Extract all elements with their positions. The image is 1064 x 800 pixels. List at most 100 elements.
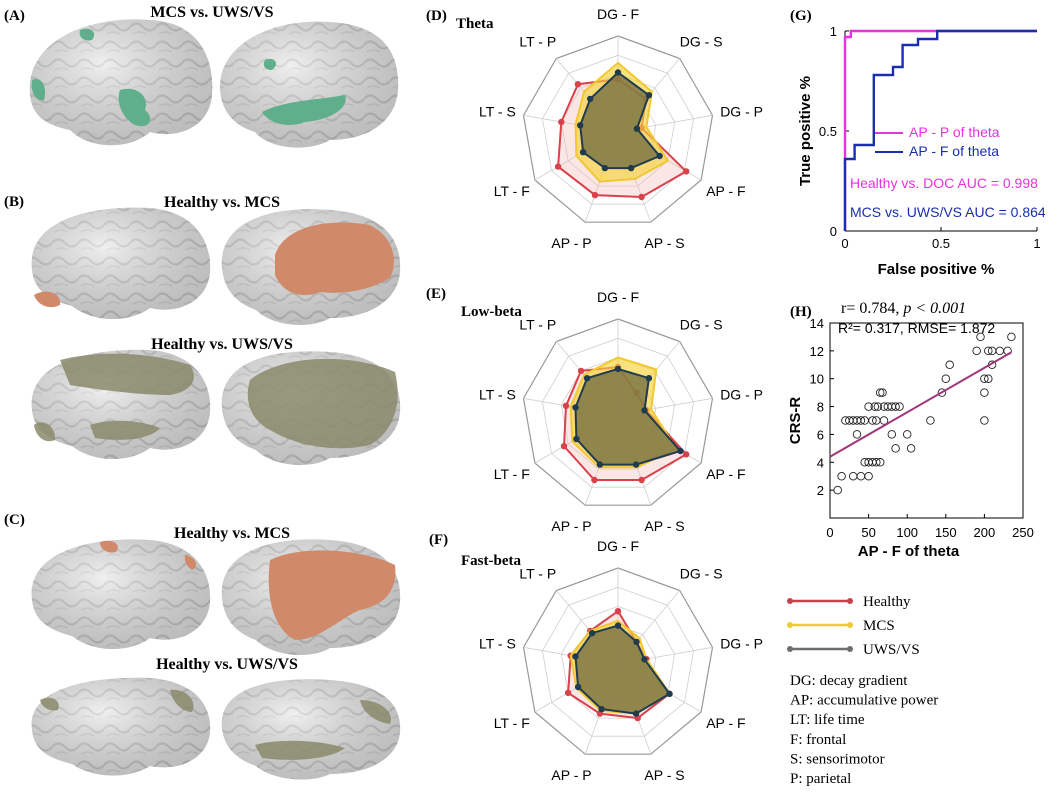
legend-abbreviation: DG: decay gradient — [790, 673, 908, 689]
scatter-point — [887, 430, 897, 439]
radar-low-beta: DG - F DG - S DG - P AP - F AP - S AP - P LT -… — [479, 289, 763, 534]
scatter-point — [976, 332, 985, 342]
scatter-x-label: AP - F of theta — [858, 543, 960, 560]
legend-label-mcs: MCS — [863, 618, 895, 634]
radar-point-uws-vs — [587, 95, 594, 103]
brain-b2-left-region-2 — [90, 420, 160, 440]
radar-axis-label: LT - F — [494, 466, 530, 482]
panel-label-e: (E) — [426, 286, 446, 302]
legend-marker-uws-vs — [847, 646, 853, 652]
radar-point-uws-vs — [583, 375, 591, 382]
panel-c-title-1: Healthy vs. MCS — [174, 525, 290, 542]
panel-a-title: MCS vs. UWS/VS — [150, 4, 273, 21]
radar-point-uws-vs — [641, 407, 648, 414]
brain-c1-right — [221, 539, 401, 655]
scatter-point — [872, 458, 881, 467]
radar-axis-label: AP - P — [551, 767, 591, 783]
scatter-point — [995, 346, 1005, 356]
scatter-point — [868, 416, 877, 425]
scatter-point — [980, 374, 989, 383]
radar-axis-label: LT - P — [519, 34, 556, 50]
scatter-point — [875, 458, 885, 467]
panel-label-b: (B) — [4, 194, 24, 210]
brain-a-right-region-1 — [262, 95, 346, 125]
radar-axis-label: DG - F — [597, 6, 639, 22]
brain-c1-left-region-1 — [100, 540, 118, 553]
scatter-point — [878, 388, 887, 397]
radar-point-healthy — [638, 193, 645, 201]
radar-point-uws-vs — [645, 92, 653, 99]
brain-a-right-region-2 — [263, 58, 276, 70]
roc-line-ap-p-of-theta — [843, 29, 1037, 231]
radar-point-uws-vs — [573, 435, 580, 443]
scatter-fit-line — [829, 351, 1012, 458]
radar-point-uws-vs — [577, 122, 584, 129]
radar-point-healthy — [577, 367, 585, 375]
scatter-point — [856, 416, 866, 425]
legend-marker-healthy — [787, 598, 793, 604]
panel-label-c: (C) — [4, 512, 25, 528]
scatter-point — [972, 346, 981, 356]
radar-point-uws-vs — [633, 125, 641, 132]
radar-point-healthy — [560, 443, 568, 450]
brain-c1-left — [31, 539, 211, 650]
scatter-point — [895, 402, 904, 411]
radar-grid-ring — [522, 318, 714, 506]
scatter-point — [852, 430, 862, 439]
scatter-point — [864, 471, 873, 481]
brain-a-left-region-3 — [79, 28, 95, 41]
radar-grid-ring — [560, 73, 676, 187]
radar-point-healthy — [683, 168, 690, 175]
brain-c2-right-region-1 — [255, 740, 345, 760]
legend-marker-uws-vs — [787, 646, 793, 652]
panel-label-a: (A) — [4, 8, 25, 24]
legend-marker-mcs — [847, 622, 853, 628]
legend-abbreviation: P: parietal — [790, 771, 851, 787]
brain-a-left-region-1 — [118, 88, 151, 127]
roc-x-label: False positive % — [878, 261, 995, 278]
scatter-chart: 0 50 100 150 200 250 2 4 6 8 10 12 14 AP - F of theta… — [787, 300, 1034, 560]
legend-abbreviation: LT: life time — [790, 712, 865, 728]
roc-legend-label: AP - P of theta — [909, 124, 1000, 140]
radar-fast-beta: DG - F DG - S DG - P AP - F AP - S AP - P LT -… — [479, 538, 763, 783]
radar-point-healthy — [683, 451, 690, 458]
radar-point-uws-vs — [656, 152, 663, 160]
radar-axis-label: DG - F — [597, 289, 639, 305]
panel-b-title-1: Healthy vs. MCS — [164, 194, 280, 211]
brain-c2-left-region-2 — [170, 689, 194, 712]
radar-axis-label: DG - S — [680, 34, 723, 50]
scatter-y-tick-label: 4 — [817, 455, 824, 470]
roc-x-tick-label: 0.5 — [932, 236, 950, 251]
radar-point-healthy — [562, 402, 570, 409]
scatter-y-tick-label: 8 — [817, 400, 824, 415]
roc-y-tick-label: 1 — [830, 24, 837, 39]
scatter-stat-p: p < 0.001 — [902, 300, 966, 317]
radar-axis-label: LT - S — [479, 387, 516, 403]
scatter-point — [891, 444, 900, 453]
legend-label-healthy: Healthy — [863, 594, 911, 610]
radar-axis-label: AP - F — [706, 183, 745, 199]
panel-c-title-2: Healthy vs. UWS/VS — [156, 656, 298, 673]
radar-series-uws-vs — [579, 71, 662, 170]
radar-grid-ring — [522, 35, 714, 223]
radar-axis-label: DG - P — [720, 636, 763, 652]
panel-f-title: Fast-beta — [461, 553, 521, 569]
brain-b2-left-region-3 — [34, 422, 56, 442]
radar-grid-ring — [560, 356, 676, 470]
radar-axis-label: AP - S — [644, 518, 684, 534]
roc-auc-annotation: Healthy vs. DOC AUC = 0.998 — [850, 175, 1038, 191]
scatter-stat-r: r= 0.784, p < 0.001 — [841, 300, 966, 317]
radar-point-uws-vs — [598, 705, 605, 713]
radar-point-uws-vs — [579, 149, 587, 156]
legend-abbreviation: S: sensorimotor — [790, 751, 885, 767]
legend-abbreviation: F: frontal — [790, 732, 846, 748]
brain-b2-right — [221, 351, 401, 465]
radar-axis-label: LT - P — [519, 566, 556, 582]
panel-a: (A) MCS vs. UWS/VS — [4, 4, 399, 148]
brain-c1-left-region-2 — [184, 555, 196, 570]
brain-a-left-region-2 — [31, 79, 46, 101]
panel-label-d: (D) — [426, 8, 447, 24]
radar-point-uws-vs — [572, 653, 579, 660]
scatter-point — [945, 360, 954, 370]
